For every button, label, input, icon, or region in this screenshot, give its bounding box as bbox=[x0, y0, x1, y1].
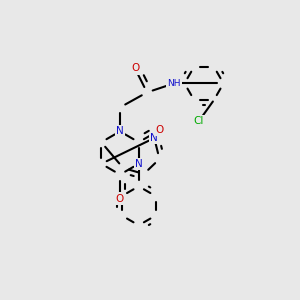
Text: O: O bbox=[131, 63, 139, 74]
Text: N: N bbox=[135, 159, 142, 169]
Text: N: N bbox=[116, 126, 124, 136]
Text: O: O bbox=[116, 194, 124, 204]
Text: Cl: Cl bbox=[194, 116, 204, 126]
Text: NH: NH bbox=[167, 79, 181, 88]
Text: N: N bbox=[150, 133, 158, 143]
Text: O: O bbox=[155, 125, 164, 135]
